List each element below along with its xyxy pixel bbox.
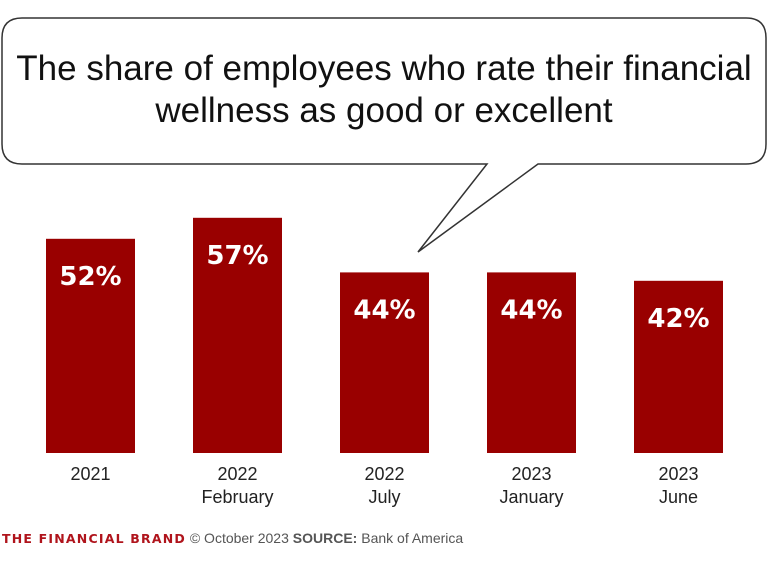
copyright: © October 2023 [189,530,289,546]
category-label: 2023 [658,464,698,484]
chart-title: The share of employees who rate their fi… [16,49,752,130]
bar [487,272,576,453]
category-label: 2022 [217,464,257,484]
bar [193,217,282,453]
category-label: 2022 [364,464,404,484]
bar-chart: 52% 2021 57% 2022 February 44% 2022 July 44% 2023… [46,217,723,507]
data-label: 42% [647,304,709,334]
data-label: 52% [59,262,121,292]
category-label: July [368,487,400,507]
category-label: February [201,487,273,507]
source: Bank of America [361,530,464,546]
bar [46,238,135,453]
data-label: 57% [206,241,268,271]
data-label: 44% [500,295,562,325]
category-label: January [499,487,563,507]
footer: THE FINANCIAL BRAND © October 2023 SOURC… [2,530,463,546]
category-label: 2021 [70,464,110,484]
data-label: 44% [353,295,415,325]
brand-logo: THE FINANCIAL BRAND [2,531,186,546]
bar [634,280,723,453]
category-label: June [659,487,698,507]
category-label: 2023 [511,464,551,484]
bar [340,272,429,453]
source-label: SOURCE: [292,530,358,546]
